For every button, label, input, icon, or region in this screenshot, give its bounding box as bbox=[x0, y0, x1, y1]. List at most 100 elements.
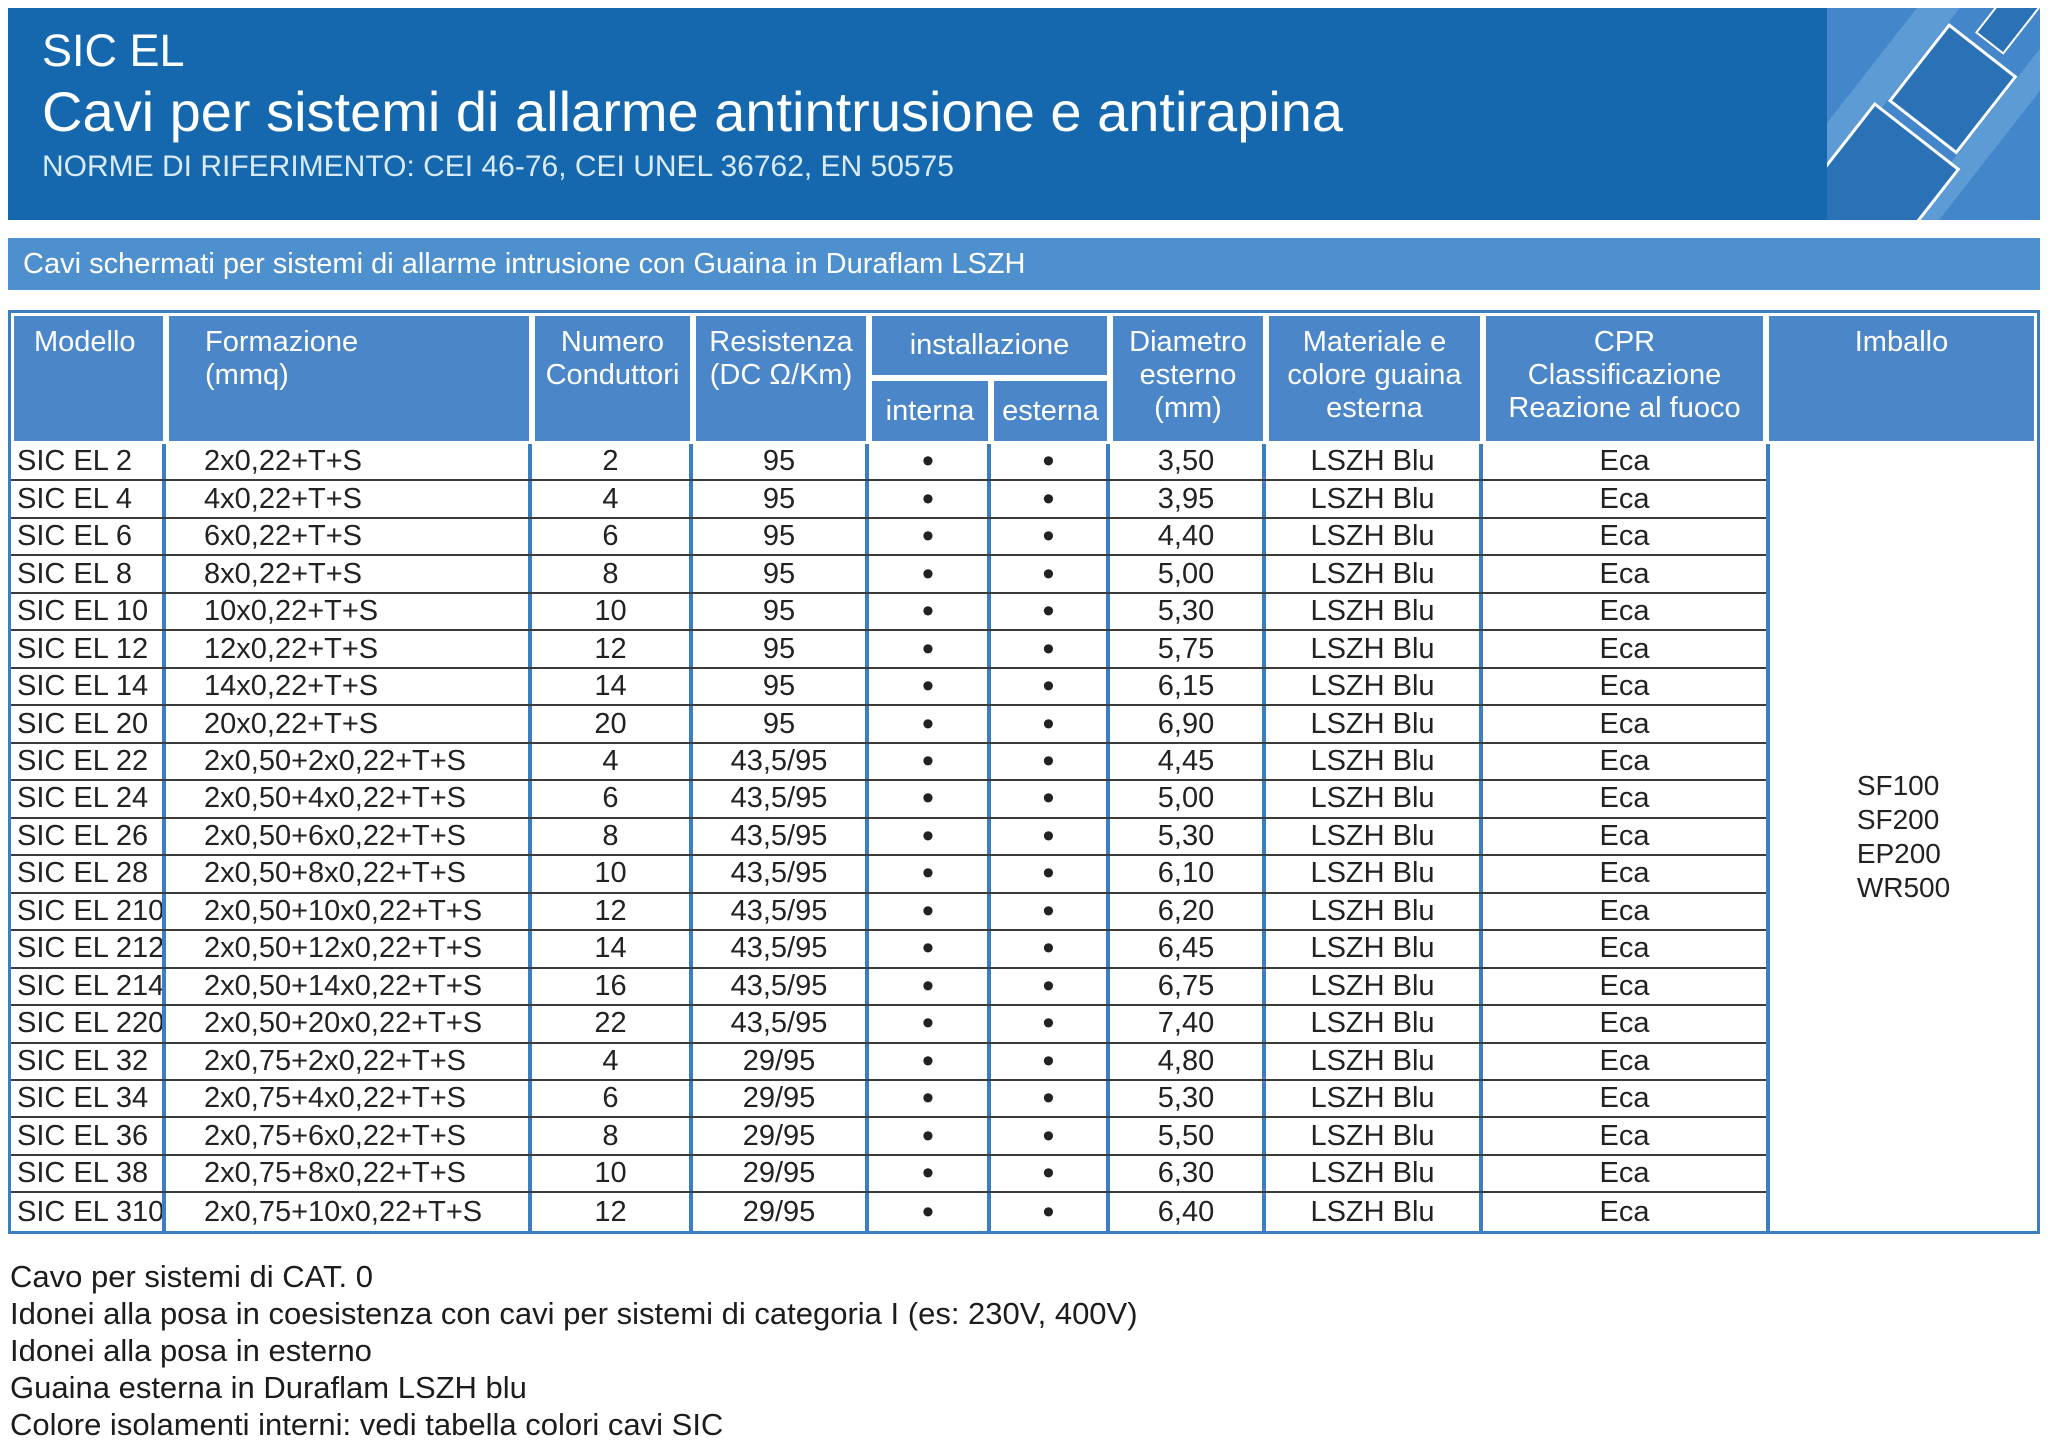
cell-resistenza: 95 bbox=[693, 481, 869, 517]
cell-resistenza: 95 bbox=[693, 444, 869, 480]
note-line: Idonei alla posa in esterno bbox=[10, 1333, 372, 1368]
table-row: SIC EL 4 4x0,22+T+S 4 95 • • 3,95 LSZH B… bbox=[11, 481, 1766, 519]
cell-modello: SIC EL 214 bbox=[11, 968, 166, 1005]
cell-cpr: Eca bbox=[1599, 1195, 1650, 1228]
note-line: Cavo per sistemi di CAT. 0 bbox=[10, 1259, 373, 1294]
table-row: SIC EL 36 2x0,75+6x0,22+T+S 8 29/95 • • … bbox=[11, 1118, 1766, 1156]
col-header-numero-conduttori: Numero Conduttori bbox=[535, 316, 690, 441]
col-header-installazione: installazione bbox=[872, 316, 1107, 375]
cell-modello: SIC EL 6 bbox=[11, 518, 166, 555]
cell-resistenza: 95 bbox=[693, 556, 869, 592]
cell-cpr: Eca bbox=[1599, 557, 1650, 590]
cell-installazione-esterna-dot: • bbox=[991, 743, 1110, 780]
cell-guaina: LSZH Blu bbox=[1266, 1006, 1483, 1042]
cell-resistenza: 29/95 bbox=[693, 1043, 869, 1079]
cell-installazione-esterna-dot: • bbox=[991, 1193, 1110, 1231]
cell-resistenza: 43,5/95 bbox=[693, 743, 869, 780]
table-header: Modello Formazione (mmq) Numero Condutto… bbox=[11, 313, 2037, 444]
cell-guaina: LSZH Blu bbox=[1266, 444, 1483, 480]
col-header-formazione-line1: Formazione bbox=[205, 326, 359, 358]
col-header-cpr-line3: Reazione al fuoco bbox=[1508, 392, 1741, 424]
table-row: SIC EL 14 14x0,22+T+S 14 95 • • 6,15 LSZ… bbox=[11, 668, 1766, 707]
cell-cpr: Eca bbox=[1599, 969, 1650, 1002]
cell-formazione: 2x0,22+T+S bbox=[166, 444, 532, 480]
cable-connector-icon bbox=[1827, 8, 2040, 220]
cell-installazione-interna-dot: • bbox=[869, 706, 991, 742]
cell-resistenza: 29/95 bbox=[693, 1118, 869, 1154]
footer-notes: Cavo per sistemi di CAT. 0 Idonei alla p… bbox=[10, 1258, 1138, 1442]
cell-resistenza: 43,5/95 bbox=[693, 893, 869, 930]
imballo-merged-cell: SF100 SF200 EP200 WR500 bbox=[1766, 444, 2037, 1231]
cell-guaina: LSZH Blu bbox=[1266, 481, 1483, 517]
cell-installazione-esterna-dot: • bbox=[991, 781, 1110, 817]
cell-installazione-interna-dot: • bbox=[869, 1155, 991, 1192]
cell-resistenza: 43,5/95 bbox=[693, 818, 869, 855]
cell-installazione-esterna-dot: • bbox=[991, 556, 1110, 592]
table-body: SIC EL 2 2x0,22+T+S 2 95 • • 3,50 LSZH B… bbox=[11, 444, 2037, 1231]
cell-cpr: Eca bbox=[1599, 520, 1650, 553]
cell-modello: SIC EL 26 bbox=[11, 818, 166, 855]
cell-cpr: Eca bbox=[1599, 1119, 1650, 1152]
cell-conduttori: 16 bbox=[532, 968, 693, 1005]
cell-conduttori: 12 bbox=[532, 893, 693, 930]
cell-conduttori: 10 bbox=[532, 1155, 693, 1192]
cell-formazione: 20x0,22+T+S bbox=[166, 706, 532, 742]
cell-installazione-esterna-dot: • bbox=[991, 818, 1110, 855]
col-header-esterna: esterna bbox=[994, 381, 1107, 441]
page-title: Cavi per sistemi di allarme antintrusion… bbox=[42, 80, 1344, 143]
cell-installazione-esterna-dot: • bbox=[991, 1043, 1110, 1079]
col-header-cpr-line1: CPR bbox=[1593, 326, 1656, 358]
cell-installazione-interna-dot: • bbox=[869, 743, 991, 780]
imballo-value: EP200 bbox=[1856, 838, 1941, 870]
cell-formazione: 2x0,50+14x0,22+T+S bbox=[166, 968, 532, 1005]
cell-diametro: 6,10 bbox=[1110, 856, 1266, 892]
cell-conduttori: 2 bbox=[532, 444, 693, 480]
table-row: SIC EL 28 2x0,50+8x0,22+T+S 10 43,5/95 •… bbox=[11, 856, 1766, 894]
table-row: SIC EL 214 2x0,50+14x0,22+T+S 16 43,5/95… bbox=[11, 968, 1766, 1007]
cell-modello: SIC EL 10 bbox=[11, 593, 166, 630]
cell-conduttori: 4 bbox=[532, 1043, 693, 1079]
cell-formazione: 2x0,50+20x0,22+T+S bbox=[166, 1006, 532, 1042]
table-row: SIC EL 210 2x0,50+10x0,22+T+S 12 43,5/95… bbox=[11, 893, 1766, 932]
cell-conduttori: 12 bbox=[532, 631, 693, 667]
col-header-resistenza-line2: (DC Ω/Km) bbox=[709, 359, 853, 391]
cell-installazione-esterna-dot: • bbox=[991, 856, 1110, 892]
cell-diametro: 4,40 bbox=[1110, 518, 1266, 555]
cell-modello: SIC EL 220 bbox=[11, 1006, 166, 1042]
cell-resistenza: 95 bbox=[693, 593, 869, 630]
cell-modello: SIC EL 22 bbox=[11, 743, 166, 780]
cell-diametro: 7,40 bbox=[1110, 1006, 1266, 1042]
col-header-resistenza-line1: Resistenza bbox=[709, 326, 853, 358]
cell-resistenza: 43,5/95 bbox=[693, 856, 869, 892]
cell-formazione: 2x0,50+6x0,22+T+S bbox=[166, 818, 532, 855]
cell-installazione-esterna-dot: • bbox=[991, 706, 1110, 742]
imballo-value: SF100 bbox=[1856, 770, 1940, 802]
cell-installazione-interna-dot: • bbox=[869, 931, 991, 967]
cell-installazione-interna-dot: • bbox=[869, 818, 991, 855]
table-row: SIC EL 212 2x0,50+12x0,22+T+S 14 43,5/95… bbox=[11, 931, 1766, 969]
cell-diametro: 5,50 bbox=[1110, 1118, 1266, 1154]
cell-formazione: 4x0,22+T+S bbox=[166, 481, 532, 517]
page-header: SIC EL Cavi per sistemi di allarme antin… bbox=[8, 8, 2040, 220]
cell-formazione: 6x0,22+T+S bbox=[166, 518, 532, 555]
cell-installazione-esterna-dot: • bbox=[991, 1006, 1110, 1042]
table-row: SIC EL 12 12x0,22+T+S 12 95 • • 5,75 LSZ… bbox=[11, 631, 1766, 669]
cell-resistenza: 29/95 bbox=[693, 1193, 869, 1231]
cell-installazione-esterna-dot: • bbox=[991, 444, 1110, 480]
cell-formazione: 10x0,22+T+S bbox=[166, 593, 532, 630]
cell-guaina: LSZH Blu bbox=[1266, 818, 1483, 855]
cell-formazione: 2x0,75+8x0,22+T+S bbox=[166, 1155, 532, 1192]
cell-modello: SIC EL 24 bbox=[11, 781, 166, 817]
cell-installazione-interna-dot: • bbox=[869, 1193, 991, 1231]
table-row: SIC EL 8 8x0,22+T+S 8 95 • • 5,00 LSZH B… bbox=[11, 556, 1766, 594]
cell-diametro: 6,20 bbox=[1110, 893, 1266, 930]
cell-cpr: Eca bbox=[1599, 894, 1650, 927]
col-header-imballo: Imballo bbox=[1769, 316, 2034, 441]
cell-installazione-interna-dot: • bbox=[869, 781, 991, 817]
cell-diametro: 6,90 bbox=[1110, 706, 1266, 742]
cell-cpr: Eca bbox=[1599, 1044, 1650, 1077]
cell-modello: SIC EL 38 bbox=[11, 1155, 166, 1192]
cell-installazione-esterna-dot: • bbox=[991, 1080, 1110, 1117]
product-table: Modello Formazione (mmq) Numero Condutto… bbox=[8, 310, 2040, 1234]
cell-conduttori: 6 bbox=[532, 781, 693, 817]
